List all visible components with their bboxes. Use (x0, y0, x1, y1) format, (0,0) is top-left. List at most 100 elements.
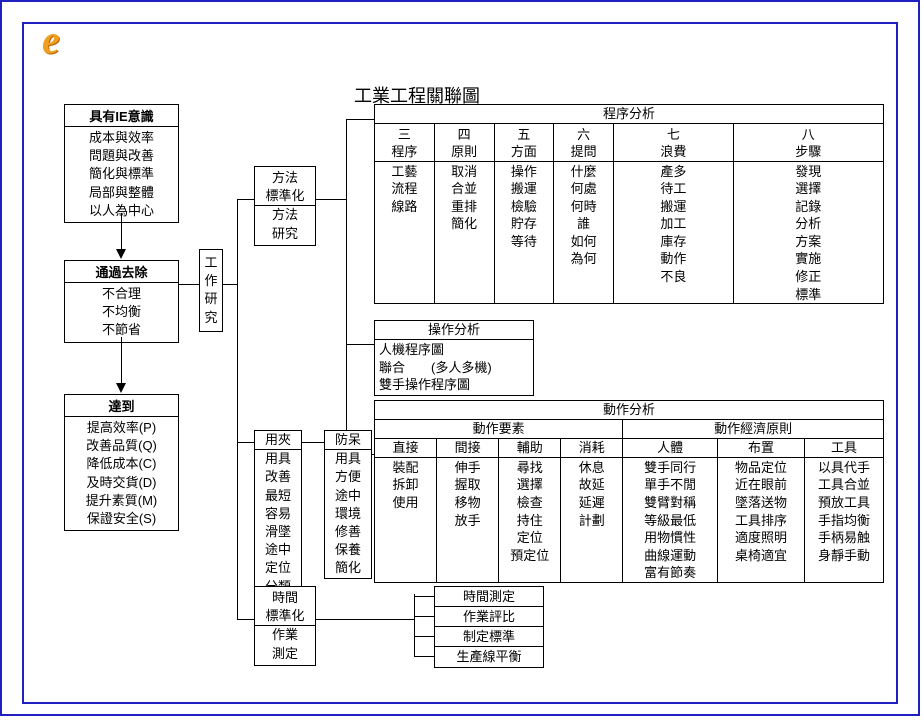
list-item: 容易 (255, 505, 301, 523)
connector-line (302, 442, 324, 443)
table-col: 八步驟發現選擇記錄分析方案實施修正標準 (734, 124, 883, 303)
work-study-label: 工作研究 (202, 254, 220, 327)
table-col: 直接裝配拆卸使用 (375, 439, 437, 581)
list-item: 途中 (255, 541, 301, 559)
connector-line (414, 636, 434, 637)
list-item: 雙手操作程序圖 (379, 376, 529, 394)
ie-sense-items: 成本與效率問題與改善簡化與標準局部與整體以人為中心 (65, 127, 178, 222)
fool-box: 防呆 用具方便途中環境修善保養簡化 (324, 430, 372, 579)
arrow-down-icon (116, 383, 126, 393)
fool-header: 防呆 (325, 431, 371, 450)
clamp-items: 用具改善最短容易滑墜途中定位分類 (255, 450, 301, 596)
outer-frame: e 工業工程關聯圖 具有IE意識 成本與效率問題與改善簡化與標準局部與整體以人為… (0, 0, 920, 716)
connector-line (237, 199, 238, 619)
list-item: 生產線平衡 (434, 646, 544, 668)
list-item: 提升素質(M) (69, 492, 174, 510)
fool-items: 用具方便途中環境修善保養簡化 (325, 450, 371, 577)
motion-analysis-title: 動作分析 (375, 401, 883, 420)
remove-box: 通過去除 不合理不均衡不節省 (64, 260, 179, 343)
list-item: 簡化 (325, 559, 371, 577)
motion-elements-cols: 直接裝配拆卸使用間接伸手握取移物放手輔助尋找選擇檢查持住定位預定位消耗休息故延延… (375, 439, 622, 581)
motion-analysis-grid: 動作分析 動作要素 直接裝配拆卸使用間接伸手握取移物放手輔助尋找選擇檢查持住定位… (374, 400, 884, 583)
list-item: 不均衡 (69, 303, 174, 321)
clamp-header: 用夾 (255, 431, 301, 450)
connector-line (414, 616, 434, 617)
list-item: 作業評比 (434, 606, 544, 628)
connector-line (237, 619, 254, 620)
list-item: 環境 (325, 505, 371, 523)
connector-line (346, 344, 374, 345)
table-col: 布置物品定位近在眼前墜落送物工具排序適度照明桌椅適宜 (718, 439, 805, 581)
connector-line (179, 284, 199, 285)
list-item: 降低成本(C) (69, 455, 174, 473)
list-item: 局部與整體 (69, 184, 174, 202)
list-item: 不合理 (69, 285, 174, 303)
achieve-box: 達到 提高效率(P)改善品質(Q)降低成本(C)及時交貨(D)提升素質(M)保證… (64, 394, 179, 531)
list-item: 改善品質(Q) (69, 437, 174, 455)
program-analysis-cols: 三程序工藝流程線路四原則取消合並重排簡化五方面操作搬運檢驗貯存等待六提問什麼何處… (375, 124, 883, 303)
table-col: 六提問什麼何處何時誰如何為何 (554, 124, 614, 303)
arrow-down-icon (116, 249, 126, 259)
achieve-header: 達到 (65, 395, 178, 417)
motion-elements-header: 動作要素 (375, 420, 622, 439)
list-item: 時間 (255, 589, 315, 607)
list-item: 定位 (255, 559, 301, 577)
table-col: 工具以具代手工具合並預放工具手指均衡手柄易触身靜手動 (805, 439, 883, 581)
table-col: 三程序工藝流程線路 (375, 124, 435, 303)
list-item: 問題與改善 (69, 147, 174, 165)
list-item: 簡化與標準 (69, 165, 174, 183)
motion-econ-cols: 人體雙手同行單手不閒雙臂對稱等級最低用物慣性曲線運動富有節奏布置物品定位近在眼前… (623, 439, 883, 581)
achieve-items: 提高效率(P)改善品質(Q)降低成本(C)及時交貨(D)提升素質(M)保證安全(… (65, 417, 178, 530)
inner-frame: 工業工程關聯圖 具有IE意識 成本與效率問題與改善簡化與標準局部與整體以人為中心… (22, 22, 898, 704)
connector-line (121, 213, 122, 251)
connector-line (237, 199, 254, 200)
list-item: 保養 (325, 541, 371, 559)
connector-line (414, 656, 434, 657)
list-item: 標準化 (255, 607, 315, 626)
connector-line (414, 594, 415, 656)
list-item: 方法 (255, 206, 315, 224)
work-study-box: 工作研究 (199, 249, 223, 332)
table-col: 五方面操作搬運檢驗貯存等待 (495, 124, 555, 303)
table-col: 七浪費產多待工搬運加工庫存動作不良 (614, 124, 734, 303)
connector-line (316, 619, 414, 620)
list-item: 時間測定 (434, 586, 544, 608)
list-item: 途中 (325, 487, 371, 505)
motion-split: 動作要素 直接裝配拆卸使用間接伸手握取移物放手輔助尋找選擇檢查持住定位預定位消耗… (375, 420, 883, 582)
list-item: 制定標準 (434, 626, 544, 648)
list-item: 及時交貨(D) (69, 474, 174, 492)
table-col: 輔助尋找選擇檢查持住定位預定位 (499, 439, 561, 581)
list-item: 人機程序圖 (379, 341, 529, 359)
list-item: 保證安全(S) (69, 510, 174, 528)
table-col: 人體雙手同行單手不閒雙臂對稱等級最低用物慣性曲線運動富有節奏 (623, 439, 718, 581)
list-item: 成本與效率 (69, 129, 174, 147)
list-item: 改善 (255, 468, 301, 486)
motion-econ-header: 動作經濟原則 (623, 420, 883, 439)
connector-line (346, 119, 347, 454)
list-item: 聯合 (多人多機) (379, 359, 529, 377)
remove-header: 通過去除 (65, 261, 178, 283)
list-item: 研究 (255, 225, 315, 243)
list-item: 滑墜 (255, 523, 301, 541)
program-analysis-title: 程序分析 (375, 105, 883, 124)
operation-analysis-title: 操作分析 (375, 321, 533, 340)
connector-line (237, 442, 254, 443)
operation-analysis-items: 人機程序圖聯合 (多人多機)雙手操作程序圖 (375, 340, 533, 395)
table-col: 消耗休息故延延遲計劃 (561, 439, 622, 581)
table-col: 間接伸手握取移物放手 (437, 439, 499, 581)
time-box: 時間標準化作業測定 (254, 586, 316, 666)
list-item: 作業 (255, 626, 315, 644)
connector-line (223, 284, 237, 285)
list-item: 用具 (325, 450, 371, 468)
operation-analysis-box: 操作分析 人機程序圖聯合 (多人多機)雙手操作程序圖 (374, 320, 534, 396)
list-item: 提高效率(P) (69, 419, 174, 437)
list-item: 方法 (255, 169, 315, 187)
clamp-box: 用夾 用具改善最短容易滑墜途中定位分類 (254, 430, 302, 597)
ie-sense-header: 具有IE意識 (65, 105, 178, 127)
remove-items: 不合理不均衡不節省 (65, 283, 178, 342)
method-box: 方法標準化方法研究 (254, 166, 316, 246)
list-item: 標準化 (255, 187, 315, 206)
list-item: 修善 (325, 523, 371, 541)
list-item: 測定 (255, 645, 315, 663)
list-item: 方便 (325, 468, 371, 486)
